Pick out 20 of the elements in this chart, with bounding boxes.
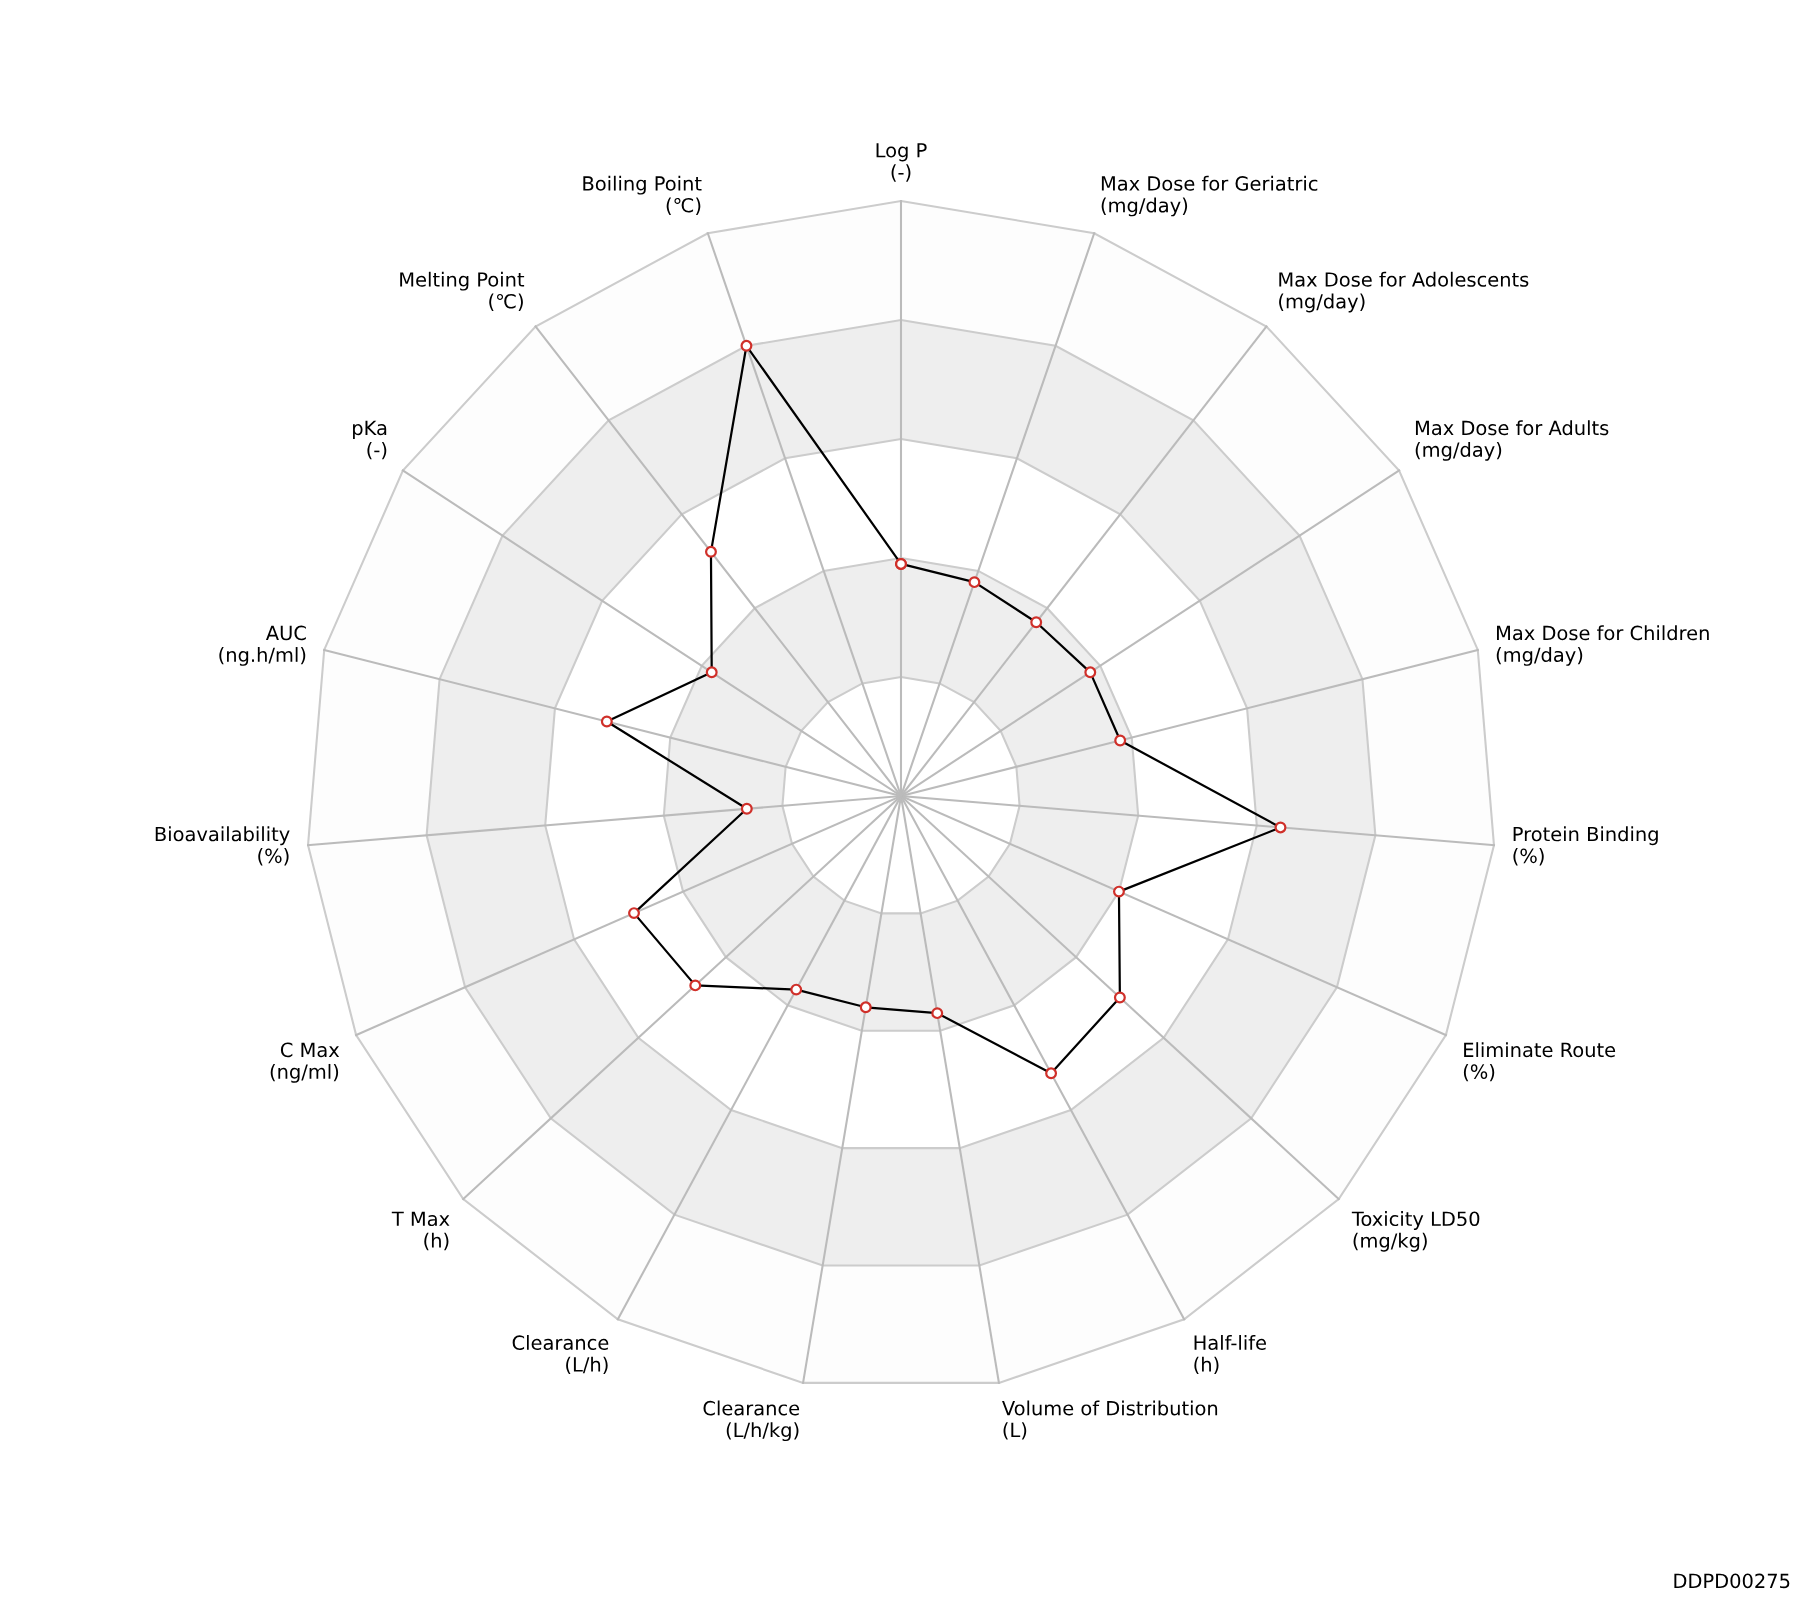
- spoke-label: Volume of Distribution (L): [1002, 1400, 1218, 1440]
- text: DDPD00275: [1674, 1573, 1790, 1589]
- spoke-label: Bioavailability (%): [155, 826, 290, 866]
- spoke-label: Max Dose for Adolescents (mg/day): [1279, 271, 1529, 313]
- spoke-label: Half-life (h): [1194, 1334, 1266, 1375]
- spoke-label: Max Dose for Geriatric (mg/day): [1101, 175, 1318, 217]
- spoke-label: Protein Binding (%): [1513, 826, 1658, 866]
- spoke-label: T Max (h): [391, 1211, 450, 1251]
- spoke-label: C Max (ng/ml): [270, 1042, 340, 1083]
- spoke-label: Max Dose for Children (mg/day): [1496, 625, 1709, 666]
- spoke-label: AUC (ng.h/ml): [219, 625, 306, 666]
- spoke-label: Toxicity LD50 (mg/kg): [1351, 1211, 1480, 1252]
- spoke-label: Melting Point (℃): [400, 271, 525, 311]
- spoke-label: Clearance (L/h/kg): [703, 1400, 800, 1442]
- spoke-label: Boiling Point (℃): [583, 175, 702, 215]
- spoke-label: Eliminate Route (%): [1463, 1042, 1616, 1082]
- spoke-label: Log P (-): [876, 143, 927, 182]
- spoke-label: Clearance (L/h): [512, 1334, 609, 1375]
- spoke-label: Max Dose for Adults (mg/day): [1415, 420, 1609, 461]
- spoke-label: pKa (-): [353, 420, 387, 460]
